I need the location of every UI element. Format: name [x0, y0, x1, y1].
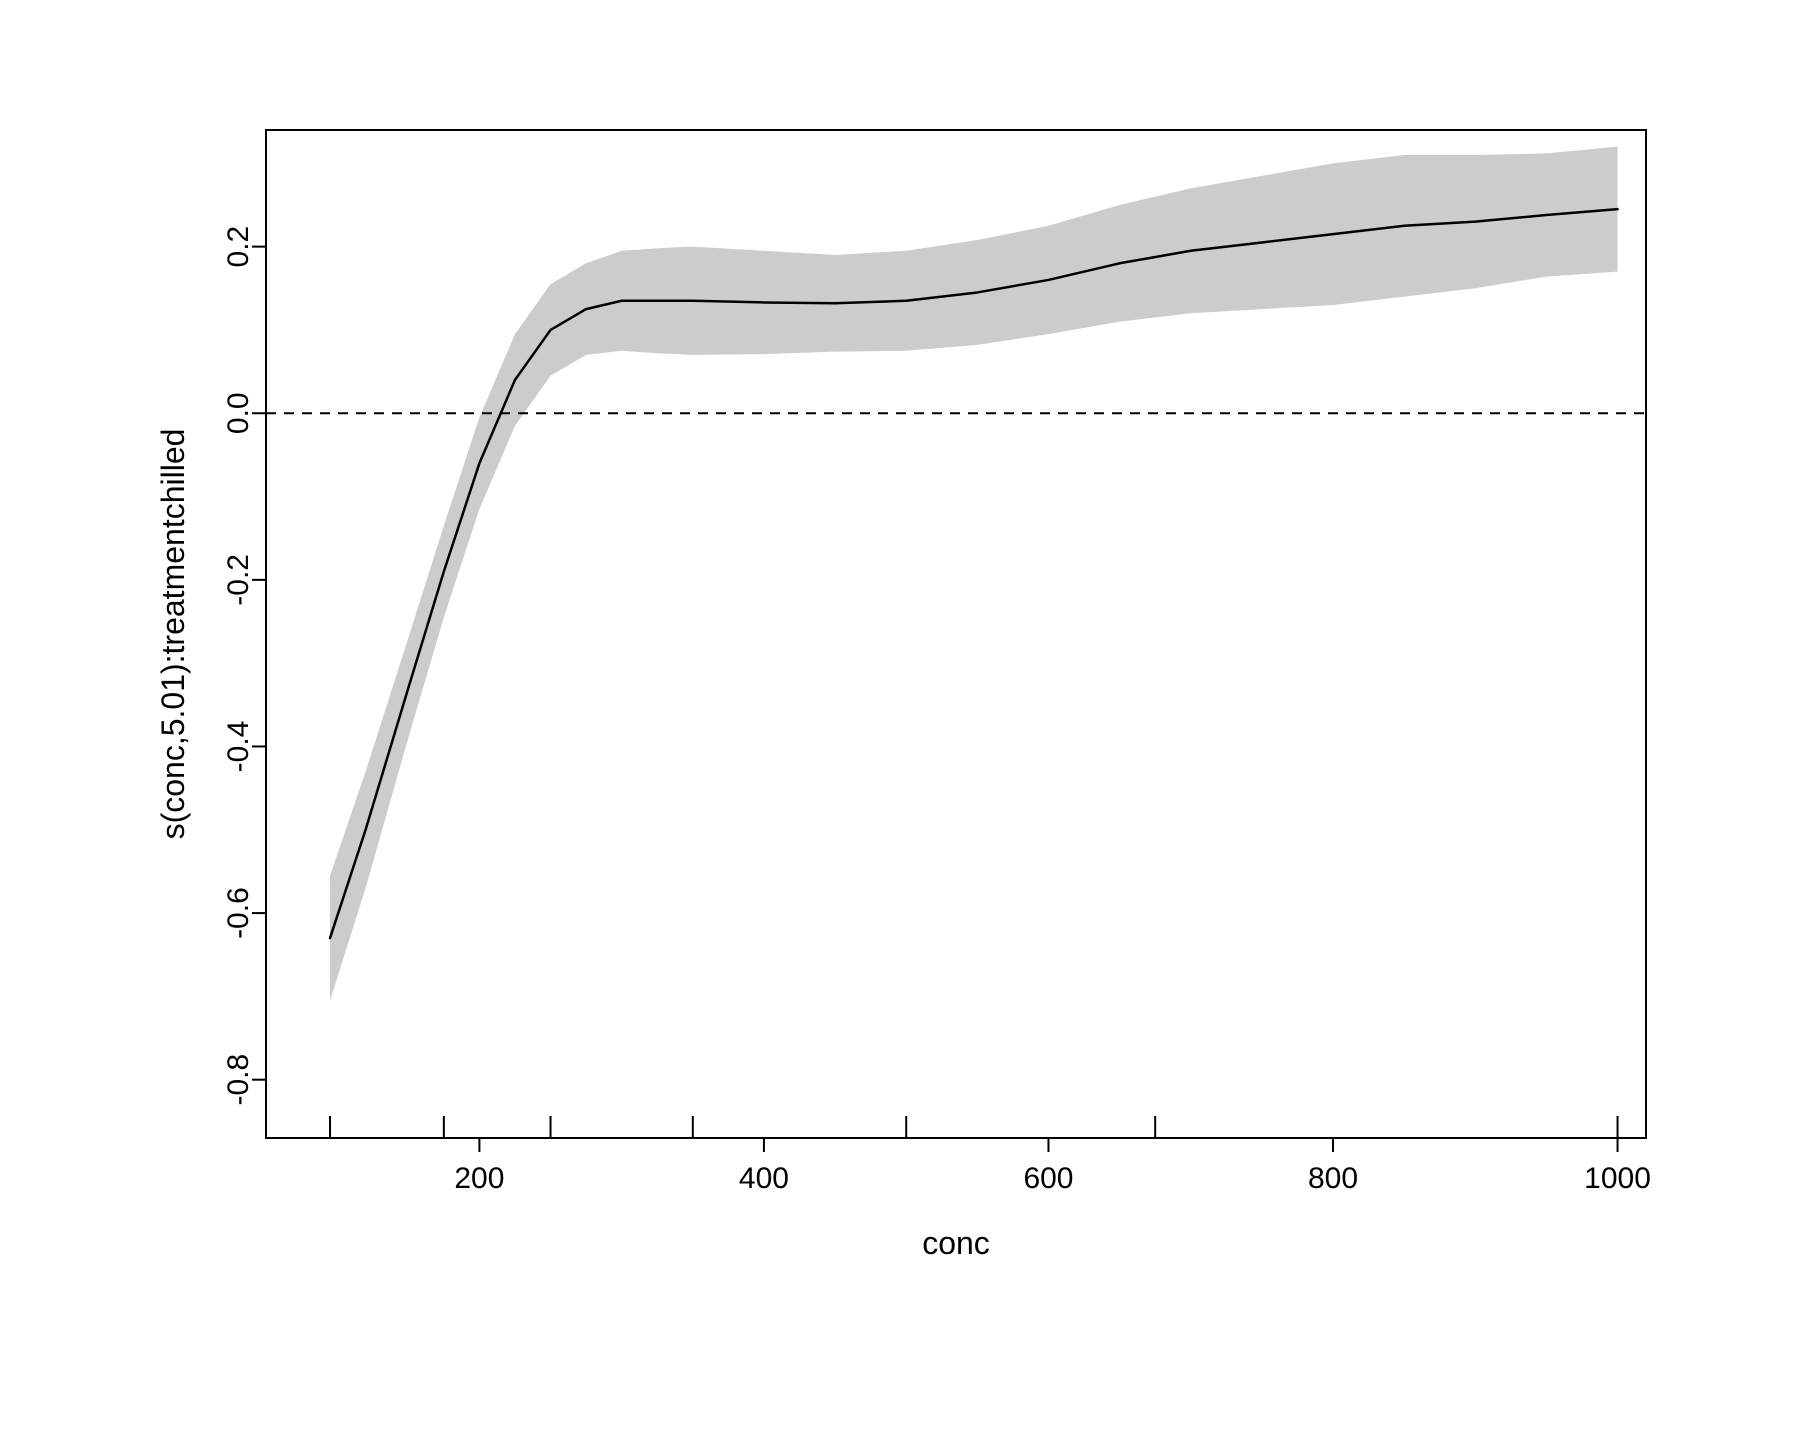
x-tick-label: 600	[1023, 1162, 1073, 1195]
x-tick-label: 400	[739, 1162, 789, 1195]
y-tick-label: 0.0	[222, 392, 255, 434]
y-tick-label: -0.6	[222, 887, 255, 939]
smooth-term-plot: 200 400 600 800 1000 -0.8 -0.6 -0.4 -0.2 0.0 0.2 co…	[0, 0, 1800, 1440]
y-tick-label: -0.8	[222, 1054, 255, 1106]
y-tick-label: -0.4	[222, 721, 255, 773]
x-tick-label: 200	[454, 1162, 504, 1195]
x-axis-label: conc	[922, 1225, 990, 1261]
y-axis-label: s(conc,5.01):treatmentchilled	[155, 429, 191, 840]
y-tick-label: 0.2	[222, 226, 255, 268]
x-tick-label: 800	[1308, 1162, 1358, 1195]
x-tick-label: 1000	[1584, 1162, 1651, 1195]
y-tick-label: -0.2	[222, 554, 255, 606]
